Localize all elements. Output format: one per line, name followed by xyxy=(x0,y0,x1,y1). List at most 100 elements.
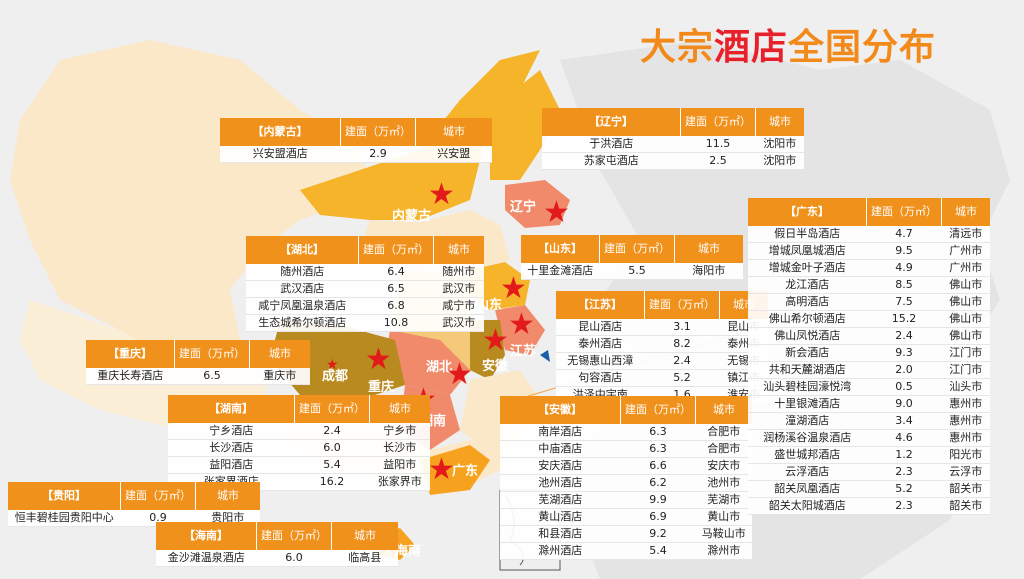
cell-city: 临高县 xyxy=(331,550,398,567)
table-row: 润杨溪谷温泉酒店 4.6 惠州市 xyxy=(748,429,990,447)
cell-hotel: 随州酒店 xyxy=(246,264,359,281)
header-city: 城市 xyxy=(433,236,484,264)
cell-area: 0.5 xyxy=(866,378,942,396)
cell-city: 黄山市 xyxy=(695,508,752,526)
cell-city: 沈阳市 xyxy=(755,152,804,170)
cell-hotel: 汕头碧桂园濠悦湾 xyxy=(748,378,867,396)
header-area: 建面（万㎡） xyxy=(644,291,720,319)
cell-city: 武汉市 xyxy=(433,280,484,298)
table-row: 黄山酒店 6.9 黄山市 xyxy=(500,508,752,526)
cell-city: 海阳市 xyxy=(674,263,743,280)
header-area: 建面（万㎡） xyxy=(866,198,942,226)
panel-province-title: 【贵阳】 xyxy=(8,482,121,510)
cell-hotel: 增城金叶子酒店 xyxy=(748,259,867,277)
title-part-red: 酒店 xyxy=(714,27,789,68)
cell-hotel: 苏家屯酒店 xyxy=(542,152,681,170)
header-city: 城市 xyxy=(369,395,430,423)
title-part-end: 全国分布 xyxy=(788,27,937,68)
table-row: 共和天麓湖酒店 2.0 江门市 xyxy=(748,361,990,379)
panel-liaoning: 【辽宁】 建面（万㎡） 城市 于洪酒店 11.5 沈阳市 苏家屯酒店 2.5 沈阳市 xyxy=(542,108,804,170)
table-row: 中庙酒店 6.3 合肥市 xyxy=(500,440,752,458)
cell-city: 兴安盟 xyxy=(415,146,492,163)
cell-hotel: 假日半岛酒店 xyxy=(748,226,867,243)
table-row: 韶关凤凰酒店 5.2 韶关市 xyxy=(748,480,990,498)
cell-area: 3.1 xyxy=(644,319,720,336)
cell-area: 10.8 xyxy=(358,314,434,332)
cell-area: 2.3 xyxy=(866,497,942,515)
cell-hotel: 金沙滩温泉酒店 xyxy=(156,550,257,567)
header-area: 建面（万㎡） xyxy=(256,522,332,550)
panel-hunan: 【湖南】 建面（万㎡） 城市 宁乡酒店 2.4 宁乡市 长沙酒店 6.0 长沙市 益阳酒店 5.4 益… xyxy=(168,395,430,491)
cell-city: 韶关市 xyxy=(941,480,990,498)
header-city: 城市 xyxy=(941,198,990,226)
cell-hotel: 十里金滩酒店 xyxy=(521,263,600,280)
cell-area: 5.4 xyxy=(294,456,370,474)
cell-hotel: 武汉酒店 xyxy=(246,280,359,298)
guangdong-region xyxy=(420,445,490,495)
table-row: 佛山希尔顿酒店 15.2 佛山市 xyxy=(748,310,990,328)
star-icon: ★ xyxy=(446,357,473,392)
cell-hotel: 无锡惠山西漳 xyxy=(556,352,645,370)
star-icon: ★ xyxy=(543,195,570,230)
header-area: 建面（万㎡） xyxy=(340,118,416,146)
jiangsu-region xyxy=(495,305,545,355)
cell-city: 阳光市 xyxy=(941,446,990,464)
cell-hotel: 共和天麓湖酒店 xyxy=(748,361,867,379)
cell-city: 马鞍山市 xyxy=(695,525,752,543)
cell-city: 滁州市 xyxy=(695,542,752,560)
cell-hotel: 芜湖酒店 xyxy=(500,491,621,509)
cell-hotel: 龙江酒店 xyxy=(748,276,867,294)
cell-area: 6.6 xyxy=(620,457,696,475)
table-row: 生态城希尔顿酒店 10.8 武汉市 xyxy=(246,314,484,332)
label-chengdu: 成都 xyxy=(322,369,349,384)
star-icon: ★ xyxy=(482,323,509,358)
panel-hainan: 【海南】 建面（万㎡） 城市 金沙滩温泉酒店 6.0 临高县 xyxy=(156,522,398,567)
table-row: 咸宁凤凰温泉酒店 6.8 咸宁市 xyxy=(246,297,484,315)
cell-hotel: 兴安盟酒店 xyxy=(220,146,341,163)
star-icon: ★ xyxy=(428,452,455,487)
cell-area: 4.9 xyxy=(866,259,942,277)
cell-hotel: 和县酒店 xyxy=(500,525,621,543)
label-liaoning: 辽宁 xyxy=(510,200,537,215)
panel-province-title: 【湖北】 xyxy=(246,236,359,264)
cell-area: 6.4 xyxy=(358,264,434,281)
cell-area: 3.4 xyxy=(866,412,942,430)
cell-area: 6.0 xyxy=(294,439,370,457)
cell-hotel: 益阳酒店 xyxy=(168,456,295,474)
label-anhui: 安徽 xyxy=(482,359,509,374)
cell-city: 沈阳市 xyxy=(755,136,804,153)
table-row: 长沙酒店 6.0 长沙市 xyxy=(168,439,430,457)
panel-province-title: 【江苏】 xyxy=(556,291,645,319)
taiwan-island xyxy=(540,350,550,362)
cell-area: 5.4 xyxy=(620,542,696,560)
label-guangdong: 广东 xyxy=(452,464,479,479)
cell-city: 韶关市 xyxy=(941,497,990,515)
table-row: 随州酒店 6.4 随州市 xyxy=(246,264,484,281)
cell-area: 16.2 xyxy=(294,473,370,491)
cell-area: 9.0 xyxy=(866,395,942,413)
cell-hotel: 南岸酒店 xyxy=(500,424,621,441)
cell-area: 2.3 xyxy=(866,463,942,481)
cell-hotel: 昆山酒店 xyxy=(556,319,645,336)
cell-city: 佛山市 xyxy=(941,276,990,294)
header-city: 城市 xyxy=(249,340,310,368)
table-row: 安庆酒店 6.6 安庆市 xyxy=(500,457,752,475)
cell-area: 5.5 xyxy=(599,263,675,280)
table-row: 假日半岛酒店 4.7 清远市 xyxy=(748,226,990,243)
cell-area: 15.2 xyxy=(866,310,942,328)
header-city: 城市 xyxy=(331,522,398,550)
table-row: 潼湖酒店 3.4 惠州市 xyxy=(748,412,990,430)
cell-hotel: 佛山希尔顿酒店 xyxy=(748,310,867,328)
table-row: 滁州酒店 5.4 滁州市 xyxy=(500,542,752,560)
page-title: 大宗酒店全国分布 xyxy=(640,18,936,70)
table-row: 武汉酒店 6.5 武汉市 xyxy=(246,280,484,298)
panel-guangdong: 【广东】 建面（万㎡） 城市 假日半岛酒店 4.7 清远市 增城凤凰城酒店 9.5 广州市 增城金… xyxy=(748,198,990,515)
cell-hotel: 宁乡酒店 xyxy=(168,423,295,440)
table-row: 芜湖酒店 9.9 芜湖市 xyxy=(500,491,752,509)
cell-city: 合肥市 xyxy=(695,424,752,441)
cell-hotel: 滁州酒店 xyxy=(500,542,621,560)
table-row: 龙江酒店 8.5 佛山市 xyxy=(748,276,990,294)
label-chongqing: 重庆 xyxy=(368,380,395,395)
liaoning-region xyxy=(505,180,570,228)
cell-hotel: 生态城希尔顿酒店 xyxy=(246,314,359,332)
